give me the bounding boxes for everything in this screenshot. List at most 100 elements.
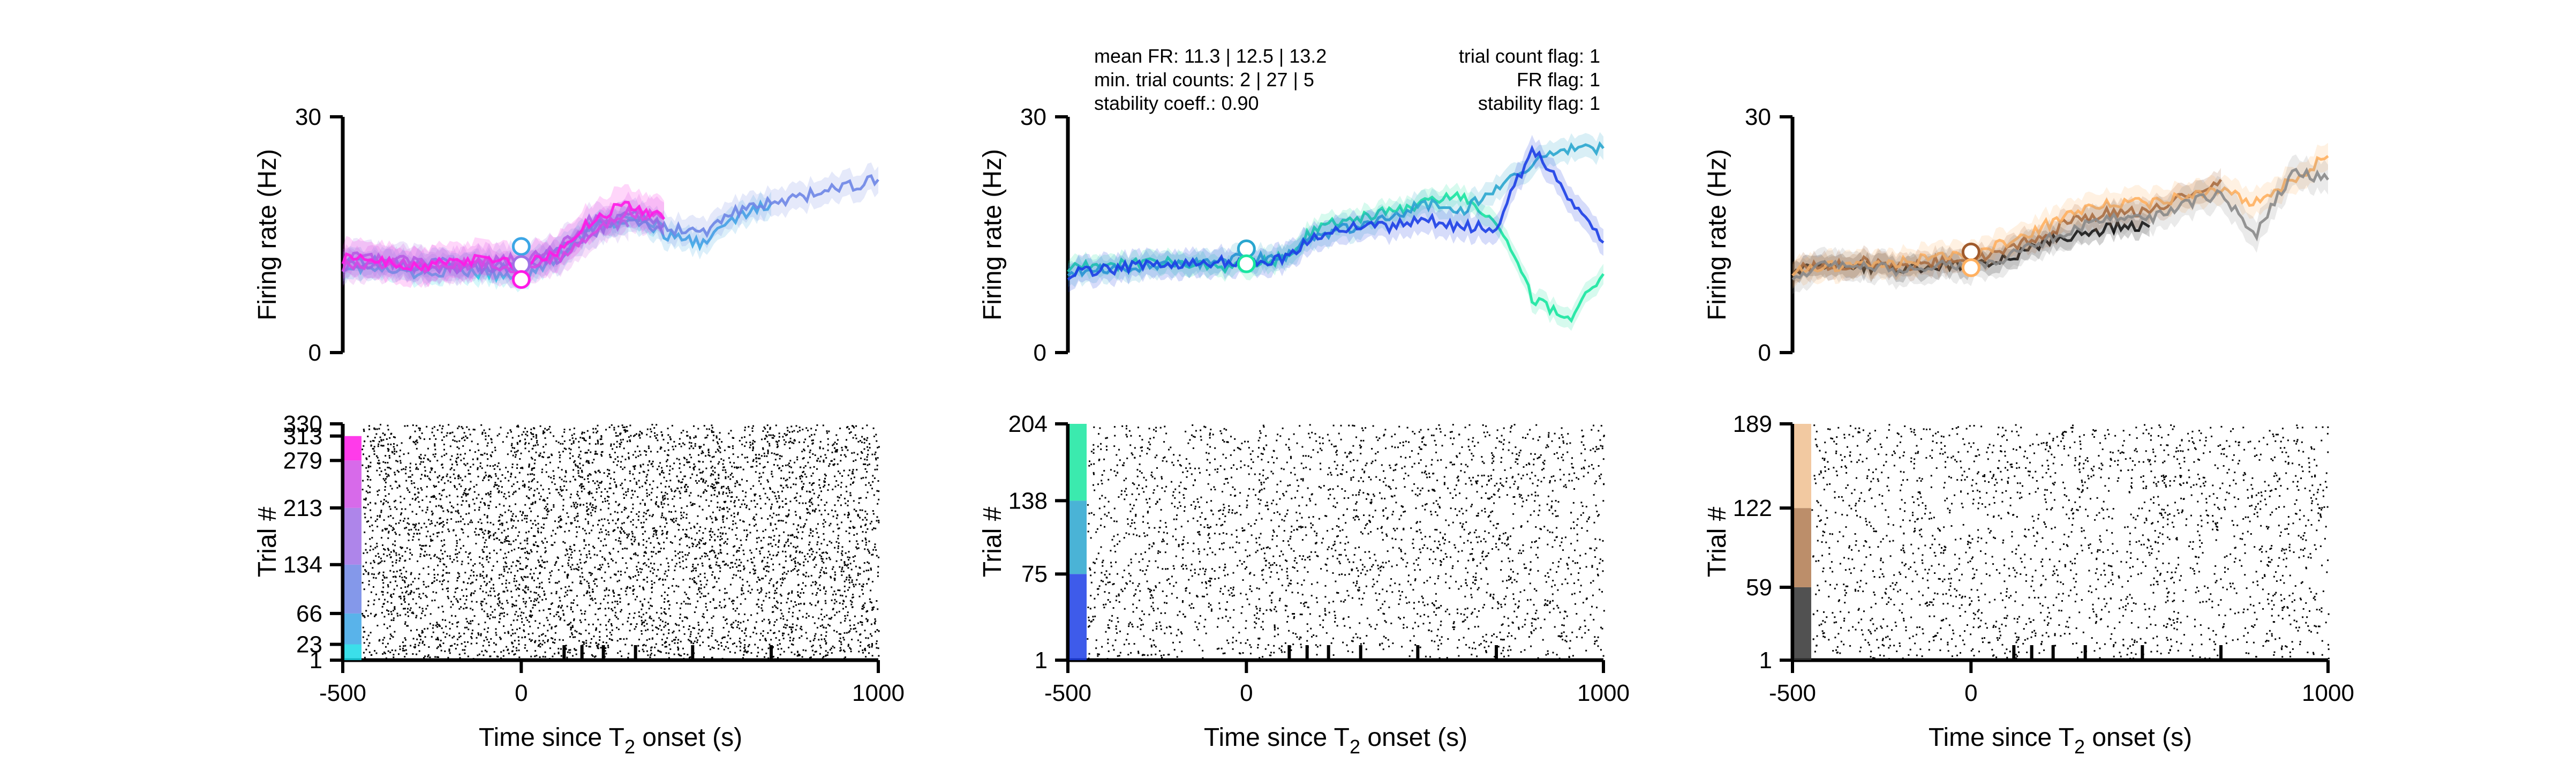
spike-dot (732, 447, 734, 450)
spike-dot (733, 515, 735, 518)
spike-dot (698, 480, 700, 482)
spike-dot (871, 520, 872, 522)
spike-dot (464, 439, 466, 442)
spike-dot (726, 488, 728, 489)
spike-dot (607, 646, 609, 648)
spike-dot (558, 569, 560, 571)
spike-dot (367, 485, 370, 487)
spike-dot (449, 502, 451, 504)
spike-dot (403, 599, 405, 601)
spike-dot (802, 616, 804, 618)
spike-dot (384, 599, 386, 601)
spike-dot (804, 555, 806, 557)
spike-dot (652, 480, 654, 482)
spike-dot (665, 491, 667, 494)
spike-dot (749, 524, 751, 526)
spike-dot (713, 647, 715, 649)
spike-dot (383, 519, 385, 521)
spike-dot (853, 500, 855, 502)
spike-dot (667, 569, 669, 571)
spike-dot (401, 592, 403, 594)
spike-dot (471, 632, 473, 634)
spike-dot (688, 461, 690, 463)
spike-dot (409, 609, 411, 611)
spike-dot (843, 561, 846, 563)
spike-dot (752, 459, 755, 461)
spike-dot (528, 443, 530, 445)
spike-dot (532, 479, 533, 481)
spike-dot (558, 492, 560, 494)
spike-dot (567, 624, 569, 626)
spike-dot (647, 509, 650, 511)
spike-dot (521, 433, 523, 436)
spike-dot (819, 589, 822, 591)
spike-dot (616, 580, 619, 582)
spike-dot (432, 453, 434, 455)
spike-dot (456, 458, 458, 460)
spike-dot (621, 511, 623, 513)
spike-dot (669, 480, 672, 482)
spike-dot (751, 442, 754, 444)
spike-dot (528, 633, 530, 635)
spike-dot (743, 553, 745, 555)
spike-dot (546, 617, 548, 619)
spike-dot (484, 598, 486, 600)
spike-dot (849, 563, 852, 565)
spike-dot (489, 617, 491, 619)
spike-dot (657, 569, 659, 571)
spike-dot (636, 569, 638, 571)
spike-dot (441, 455, 443, 458)
spike-dot (515, 600, 517, 602)
spike-dot (874, 618, 876, 620)
spike-dot (446, 435, 448, 437)
spike-dot (515, 604, 517, 607)
spike-dot (526, 540, 528, 542)
spike-dot (526, 551, 528, 552)
spike-dot (645, 513, 647, 515)
spike-dot (743, 565, 745, 567)
spike-dot (684, 486, 686, 488)
spike-dot (734, 505, 736, 507)
spike-dot (361, 582, 364, 584)
spike-dot (478, 623, 480, 625)
spike-dot (786, 515, 788, 518)
spike-dot (425, 496, 427, 498)
spike-dot (832, 488, 834, 490)
spike-dot (673, 653, 675, 655)
spike-dot (856, 533, 858, 535)
spike-dot (558, 648, 560, 649)
spike-dot (693, 469, 695, 470)
spike-dot (819, 625, 822, 627)
spike-dot (788, 442, 790, 444)
spike-dot (541, 587, 543, 589)
spike-dot (582, 576, 584, 578)
spike-dot (507, 432, 509, 434)
spike-dot (510, 520, 513, 522)
spike-dot (801, 635, 803, 637)
spike-dot (853, 560, 855, 562)
spike-dot (805, 612, 808, 615)
fr-y-tick-label: 0 (308, 340, 321, 366)
spike-dot (710, 467, 712, 469)
spike-dot (837, 499, 839, 502)
spike-dot (869, 646, 870, 648)
spike-dot (369, 491, 371, 494)
spike-dot (408, 523, 410, 525)
spike-dot (425, 544, 427, 547)
spike-dot (783, 566, 785, 569)
spike-dot (677, 639, 680, 641)
spike-dot (621, 482, 623, 484)
spike-dot (433, 484, 435, 487)
spike-dot (627, 586, 629, 588)
spike-dot (797, 595, 800, 597)
spike-dot (676, 624, 678, 626)
spike-dot (725, 476, 727, 478)
spike-dot (875, 642, 877, 645)
spike-dot (430, 613, 432, 615)
spike-dot (848, 631, 850, 633)
spike-dot (632, 593, 635, 595)
spike-dot (779, 654, 781, 656)
spike-dot (394, 448, 395, 450)
spike-dot (650, 562, 652, 564)
spike-dot (764, 455, 766, 457)
